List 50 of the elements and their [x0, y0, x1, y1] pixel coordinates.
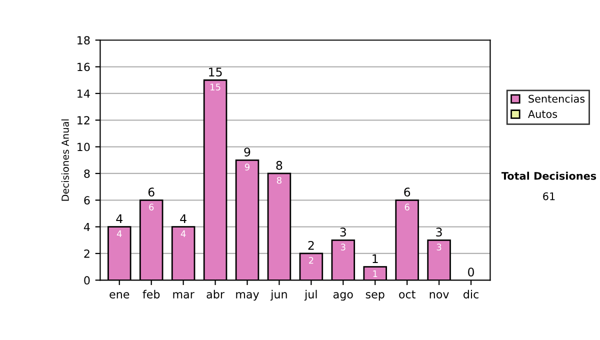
total-label: 15 — [209, 68, 222, 77]
y-tick-label: 6 — [84, 196, 90, 205]
text: 61 — [543, 192, 555, 200]
y-tick-label: 14 — [78, 90, 90, 98]
data-label: 9 — [244, 164, 250, 170]
data-label: 2 — [308, 256, 314, 264]
y-tick-label: 16 — [78, 62, 90, 72]
x-tick-label: may — [236, 292, 260, 301]
y-tick-label: 10 — [78, 142, 90, 152]
legend-label: Autos — [528, 110, 558, 118]
total-label: 4 — [180, 214, 186, 224]
text: Total Decisiones — [501, 172, 596, 180]
y-tick-label: 12 — [78, 116, 90, 124]
x-tick-label: nov — [430, 292, 449, 298]
total-label: 9 — [244, 148, 250, 157]
y-tick-label: 4 — [84, 222, 90, 232]
x-tick-label: dic — [464, 290, 478, 298]
data-label: 3 — [340, 244, 346, 250]
total-label: 4 — [116, 214, 122, 224]
total-label: 6 — [404, 188, 410, 197]
data-label: 8 — [276, 176, 282, 184]
data-label: 1 — [373, 270, 378, 278]
x-tick-label: mar — [173, 292, 194, 298]
total-label: 8 — [276, 160, 282, 170]
total-label: 2 — [308, 240, 314, 250]
y-tick-label: 8 — [84, 169, 90, 178]
data-label: 15 — [210, 84, 220, 90]
y-tick-label: 18 — [78, 36, 90, 44]
data-label: 4 — [180, 230, 186, 238]
data-label: 6 — [404, 204, 410, 210]
total-label: 1 — [372, 254, 378, 264]
total-label: 6 — [148, 188, 154, 197]
x-tick-label: jul — [304, 290, 317, 301]
total-label: 3 — [340, 228, 346, 237]
legend-label: Sentencias — [528, 94, 585, 103]
y-tick-label: 2 — [84, 249, 90, 258]
x-tick-label: ene — [110, 292, 130, 298]
y-axis-title: Decisiones Anual — [61, 119, 69, 201]
x-tick-label: feb — [142, 290, 160, 298]
x-tick-label: abr — [206, 290, 224, 298]
data-label: 3 — [436, 244, 442, 250]
total-label: 3 — [436, 228, 442, 237]
data-label: 4 — [116, 230, 122, 238]
y-tick-label: 0 — [84, 276, 90, 285]
total-label: 0 — [468, 268, 474, 277]
data-label: 6 — [149, 204, 154, 210]
x-tick-label: jun — [270, 290, 287, 301]
x-tick-label: oct — [399, 290, 416, 298]
x-tick-label: ago — [333, 292, 353, 301]
x-tick-label: sep — [366, 292, 384, 301]
